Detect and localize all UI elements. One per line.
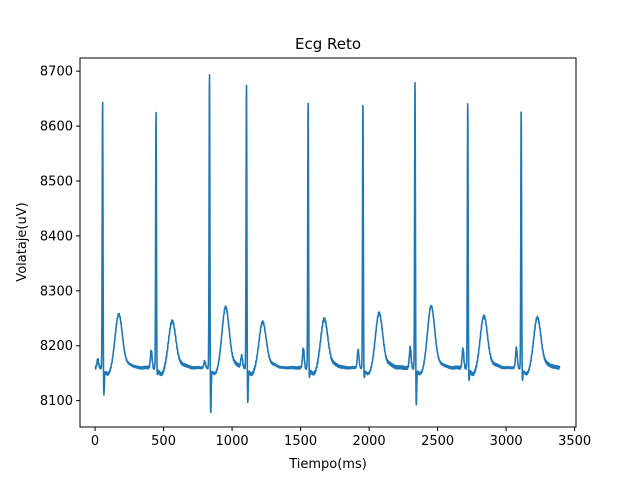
- chart-title: Ecg Reto: [295, 35, 361, 53]
- plot-area: [94, 67, 561, 414]
- ecg-series-line: [94, 74, 561, 414]
- y-axis: 8100 8200 8300 8400 8500 8600 8700: [40, 65, 80, 409]
- x-tick-label: 3000: [490, 434, 523, 449]
- y-tick-label: 8200: [40, 339, 73, 354]
- x-axis: 0 500 1000 1500 2000 2500 3000 3500: [91, 427, 591, 449]
- y-axis-label: Volataje(uV): [15, 202, 30, 281]
- x-tick-label: 2000: [353, 434, 386, 449]
- axes-frame: [79, 57, 577, 428]
- x-tick-label: 500: [151, 434, 176, 449]
- x-tick-label: 3500: [558, 434, 591, 449]
- x-axis-label: Tiempo(ms): [288, 457, 367, 472]
- x-tick-label: 2500: [421, 434, 454, 449]
- y-tick-label: 8700: [40, 65, 73, 80]
- y-tick-label: 8300: [40, 284, 73, 299]
- y-tick-label: 8100: [40, 394, 73, 409]
- y-tick-label: 8600: [40, 120, 73, 135]
- y-tick-label: 8500: [40, 175, 73, 190]
- x-tick-label: 1000: [216, 434, 249, 449]
- y-tick-label: 8400: [40, 229, 73, 244]
- x-tick-label: 1500: [284, 434, 317, 449]
- x-tick-label: 0: [91, 434, 99, 449]
